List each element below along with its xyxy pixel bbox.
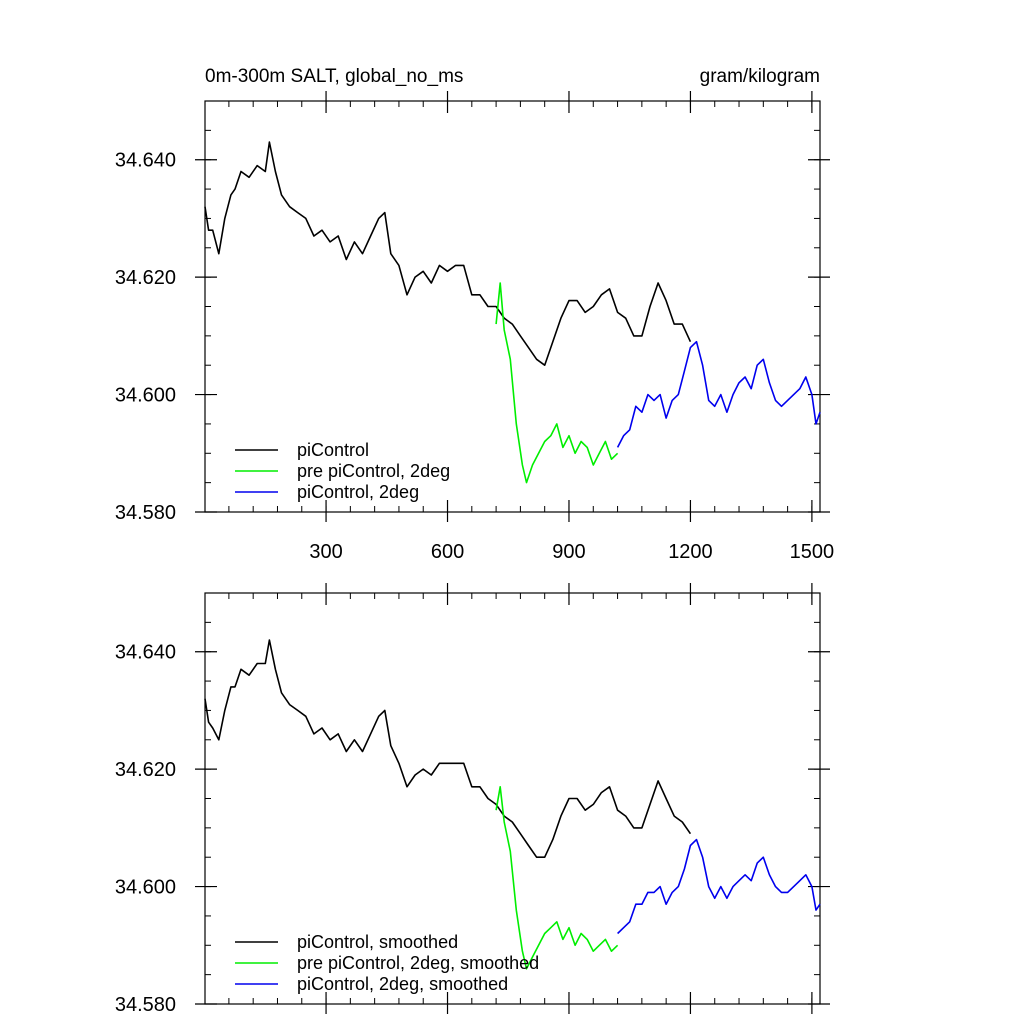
series-line-2	[617, 838, 821, 935]
legend-label: piControl	[297, 440, 369, 460]
y-tick-label: 34.580	[115, 502, 176, 524]
chart-units-label: gram/kilogram	[700, 66, 820, 87]
y-tick-label: 34.620	[115, 267, 176, 289]
x-tick-label: 1500	[790, 541, 835, 563]
x-tick-label: 600	[431, 541, 464, 563]
legend-label: pre piControl, 2deg	[297, 461, 450, 481]
series-line-2	[616, 340, 821, 448]
series-line-1	[495, 282, 619, 484]
legend-label: pre piControl, 2deg, smoothed	[297, 953, 539, 973]
x-tick-label: 300	[309, 541, 342, 563]
y-tick-label: 34.640	[115, 642, 176, 664]
y-tick-label: 34.600	[115, 385, 176, 407]
chart-title-left: 0m-300m SALT, global_no_ms	[205, 66, 463, 87]
bottom-panel: 34.580 34.600 34.620 34.640 piControl, smoot…	[115, 583, 830, 1016]
x-tick-label: 1200	[668, 541, 713, 563]
series-line-0	[204, 141, 692, 367]
legend-label: piControl, 2deg	[297, 482, 419, 502]
y-tick-label: 34.640	[115, 150, 176, 172]
legend-label: piControl, 2deg, smoothed	[297, 974, 508, 994]
x-tick-label: 900	[552, 541, 585, 563]
y-tick-label: 34.620	[115, 759, 176, 781]
top-panel: 0m-300m SALT, global_no_ms gram/kilogram…	[115, 66, 834, 563]
series-line-0	[204, 639, 692, 859]
series-line-1	[495, 785, 619, 970]
y-tick-label: 34.580	[115, 994, 176, 1016]
legend-label: piControl, smoothed	[297, 932, 458, 952]
y-tick-label: 34.600	[115, 877, 176, 899]
